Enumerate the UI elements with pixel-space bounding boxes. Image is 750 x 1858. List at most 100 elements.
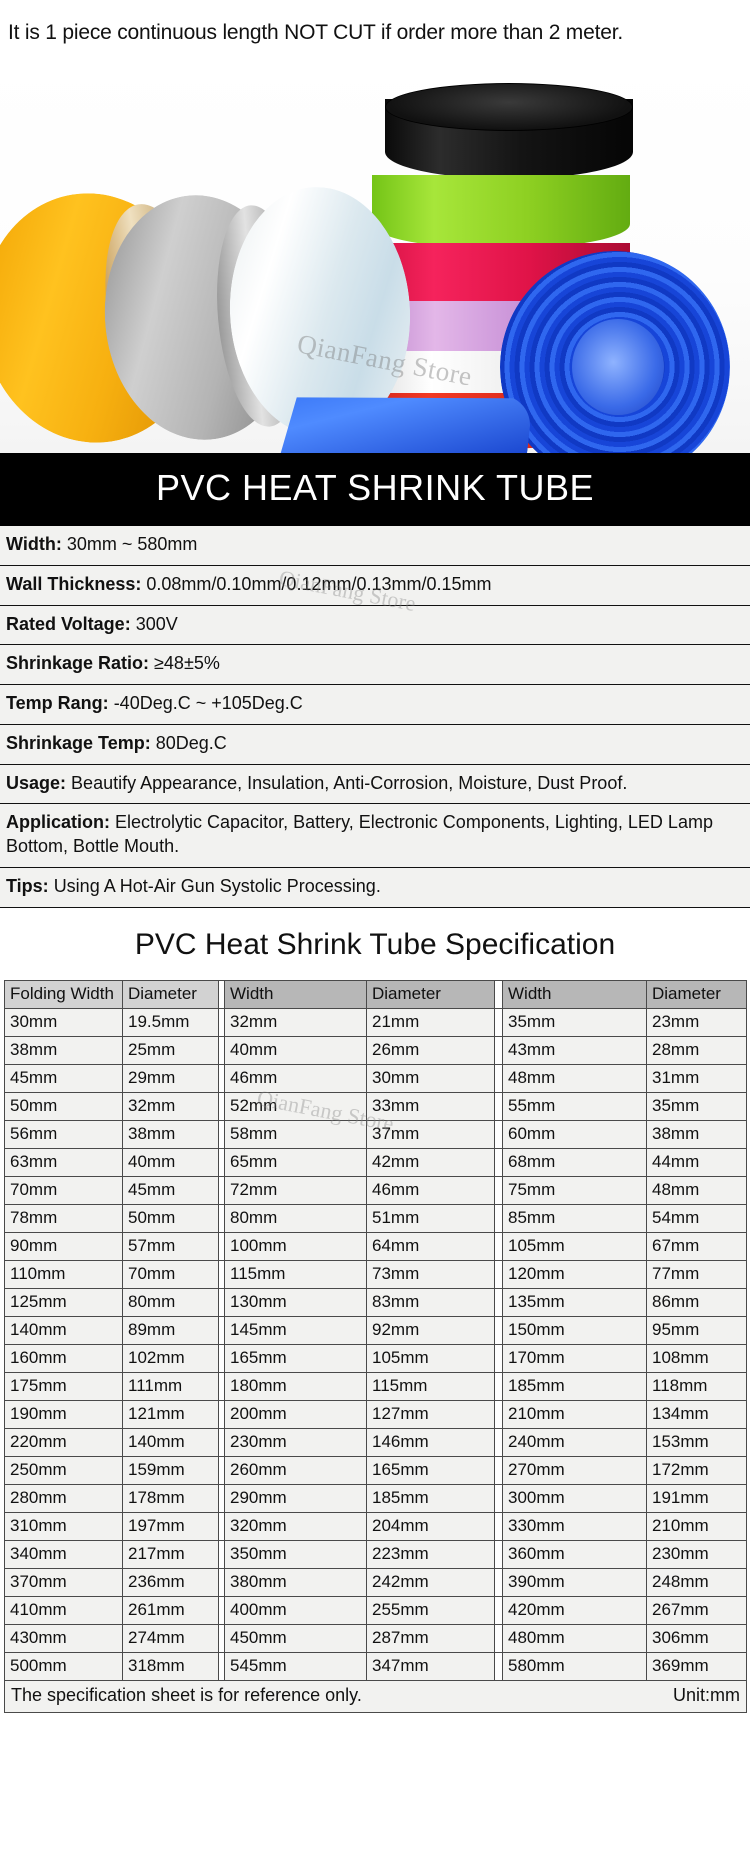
col-header: Folding Width [4, 979, 123, 1009]
table-cell: 210mm [502, 1399, 647, 1429]
spec-value: Beautify Appearance, Insulation, Anti-Co… [71, 772, 628, 793]
spec-value: 30mm ~ 580mm [66, 534, 198, 554]
spec-value: 300V [135, 613, 178, 634]
table-row: 90mm 57mm 100mm 64mm 105mm 67mm [4, 1231, 747, 1261]
table-cell: 178mm [122, 1483, 219, 1513]
col-gap [494, 1091, 503, 1121]
table-cell: 50mm [4, 1091, 123, 1121]
table-cell: 75mm [502, 1175, 647, 1205]
table-cell: 68mm [502, 1147, 647, 1177]
spec-row: Width: 30mm ~ 580mm [0, 526, 750, 566]
table-cell: 31mm [646, 1063, 747, 1093]
product-photo: QianFang Store [0, 55, 750, 453]
table-header-row: Folding Width Diameter Width Diameter Wi… [4, 979, 747, 1009]
col-gap [494, 1203, 503, 1233]
table-row: 340mm 217mm 350mm 223mm 360mm 230mm [4, 1539, 747, 1569]
table-cell: 105mm [366, 1343, 495, 1373]
spec-label: Wall Thickness: [6, 573, 142, 594]
table-cell: 78mm [4, 1203, 123, 1233]
table-cell: 33mm [366, 1091, 495, 1121]
table-cell: 125mm [4, 1287, 123, 1317]
table-cell: 63mm [4, 1147, 123, 1177]
col-gap [494, 1371, 503, 1401]
table-cell: 46mm [366, 1175, 495, 1205]
table-cell: 185mm [366, 1483, 495, 1513]
table-cell: 175mm [4, 1371, 123, 1401]
table-cell: 110mm [4, 1259, 123, 1289]
table-row: 56mm 38mm 58mm 37mm 60mm 38mm [4, 1119, 747, 1149]
table-cell: 260mm [224, 1455, 367, 1485]
table-cell: 130mm [224, 1287, 367, 1317]
table-cell: 223mm [366, 1539, 495, 1569]
table-cell: 220mm [4, 1427, 123, 1457]
spec-row: Usage: Beautify Appearance, Insulation, … [0, 764, 750, 805]
table-cell: 23mm [646, 1007, 747, 1037]
spec-row: Rated Voltage: 300V [0, 605, 750, 646]
col-gap [494, 1427, 503, 1457]
table-cell: 150mm [502, 1315, 647, 1345]
table-cell: 115mm [366, 1371, 495, 1401]
table-row: 220mm 140mm 230mm 146mm 240mm 153mm [4, 1427, 747, 1457]
spec-label: Shrinkage Ratio: [6, 653, 150, 674]
spec-row: Shrinkage Ratio: ≥48±5% [0, 645, 750, 685]
col-gap [494, 1511, 503, 1541]
spec-value: 0.08mm/0.10mm/0.12mm/0.13mm/0.15mm [146, 573, 492, 594]
table-cell: 51mm [366, 1203, 495, 1233]
col-header: Diameter [366, 979, 495, 1009]
table-cell: 390mm [502, 1567, 647, 1597]
col-gap [494, 1287, 503, 1317]
table-cell: 118mm [646, 1371, 747, 1401]
col-gap [494, 1035, 503, 1065]
table-cell: 140mm [4, 1315, 123, 1345]
table-row: 310mm 197mm 320mm 204mm 330mm 210mm [4, 1511, 747, 1541]
table-row: 140mm 89mm 145mm 92mm 150mm 95mm [4, 1315, 747, 1345]
table-cell: 450mm [224, 1623, 367, 1653]
spec-table-wrap: QianFang Store Folding Width Diameter Wi… [0, 979, 750, 1713]
table-cell: 19.5mm [122, 1007, 219, 1037]
table-cell: 145mm [224, 1315, 367, 1345]
col-gap [494, 1651, 503, 1681]
col-header: Width [502, 979, 647, 1009]
table-row: 410mm 261mm 400mm 255mm 420mm 267mm [4, 1595, 747, 1625]
table-cell: 261mm [122, 1595, 219, 1625]
col-gap [494, 1343, 503, 1373]
table-cell: 274mm [122, 1623, 219, 1653]
table-cell: 111mm [122, 1371, 219, 1401]
footer-note: The specification sheet is for reference… [11, 1685, 362, 1705]
table-cell: 248mm [646, 1567, 747, 1597]
table-cell: 30mm [366, 1063, 495, 1093]
table-cell: 105mm [502, 1231, 647, 1261]
col-gap [494, 1455, 503, 1485]
col-gap [494, 1119, 503, 1149]
table-cell: 360mm [502, 1539, 647, 1569]
table-cell: 300mm [502, 1483, 647, 1513]
spec-value: -40Deg.C ~ +105Deg.C [113, 693, 303, 713]
table-cell: 236mm [122, 1567, 219, 1597]
table-cell: 172mm [646, 1455, 747, 1485]
table-row: 70mm 45mm 72mm 46mm 75mm 48mm [4, 1175, 747, 1205]
table-cell: 306mm [646, 1623, 747, 1653]
table-cell: 127mm [366, 1399, 495, 1429]
table-cell: 430mm [4, 1623, 123, 1653]
col-header: Diameter [646, 979, 747, 1009]
product-detail-page: It is 1 piece continuous length NOT CUT … [0, 22, 750, 1713]
table-cell: 35mm [502, 1007, 647, 1037]
table-cell: 70mm [4, 1175, 123, 1205]
table-cell: 545mm [224, 1651, 367, 1681]
table-cell: 153mm [646, 1427, 747, 1457]
table-cell: 56mm [4, 1119, 123, 1149]
table-cell: 40mm [224, 1035, 367, 1065]
table-cell: 67mm [646, 1231, 747, 1261]
table-cell: 370mm [4, 1567, 123, 1597]
spec-label: Rated Voltage: [6, 613, 131, 634]
table-cell: 267mm [646, 1595, 747, 1625]
photo-stage: QianFang Store [0, 55, 750, 453]
table-cell: 72mm [224, 1175, 367, 1205]
table-cell: 270mm [502, 1455, 647, 1485]
table-cell: 165mm [224, 1343, 367, 1373]
table-cell: 48mm [502, 1063, 647, 1093]
table-cell: 200mm [224, 1399, 367, 1429]
table-row: 370mm 236mm 380mm 242mm 390mm 248mm [4, 1567, 747, 1597]
spec-label: Temp Rang: [6, 693, 109, 713]
table-row: 430mm 274mm 450mm 287mm 480mm 306mm [4, 1623, 747, 1653]
